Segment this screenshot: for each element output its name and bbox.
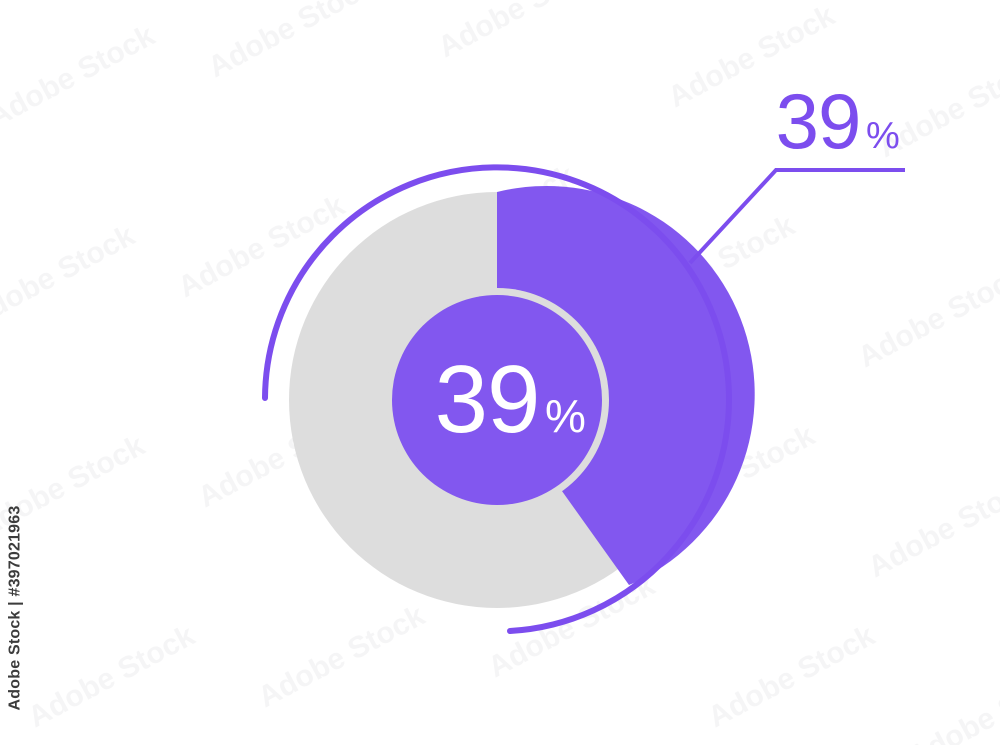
callout-value-text: 39 <box>776 77 861 165</box>
outer-accent-arc <box>262 164 732 634</box>
center-unit-text: % <box>545 390 586 442</box>
callout-leader-line <box>688 168 905 265</box>
stock-watermark-text: Adobe Stock | #397021963 <box>6 505 24 711</box>
donut-center-disc <box>392 295 602 505</box>
callout-unit-text: % <box>866 115 900 157</box>
stock-watermark: Adobe Stock | #397021963 <box>0 0 32 745</box>
center-value-text: 39 <box>435 346 540 453</box>
